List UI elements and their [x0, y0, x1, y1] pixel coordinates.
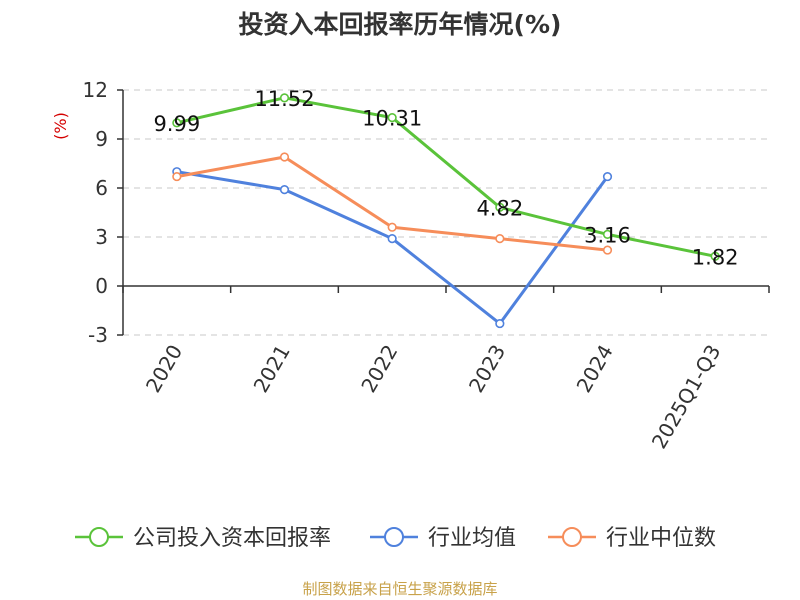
y-axis-unit: (%) — [51, 112, 70, 140]
y-tick-label: 9 — [95, 127, 108, 151]
legend-marker — [562, 527, 582, 547]
data-label: 11.52 — [254, 87, 314, 111]
legend-label: 行业均值 — [428, 526, 516, 551]
data-point — [602, 171, 613, 182]
data-point — [279, 185, 290, 195]
data-point — [602, 229, 613, 239]
x-tick-label: 2022 — [356, 341, 402, 397]
x-tick-label: 2021 — [249, 341, 295, 397]
x-tick-label: 2024 — [572, 341, 618, 397]
gridlines — [123, 89, 769, 336]
y-tick-label: -3 — [88, 323, 108, 347]
data-point — [279, 93, 290, 103]
data-point — [172, 118, 182, 128]
legend-marker — [89, 527, 109, 547]
y-tick-label: 3 — [95, 225, 108, 249]
data-label: 10.31 — [362, 107, 422, 131]
data-point — [279, 152, 290, 162]
legend-label: 公司投入资本回报率 — [133, 526, 331, 551]
series-line — [175, 96, 717, 258]
series-line — [175, 170, 609, 326]
data-label: 3.16 — [584, 223, 631, 247]
chart-title: 投资入本回报率历年情况(%) — [239, 10, 562, 39]
data-point — [495, 318, 505, 329]
data-label: 1.82 — [692, 245, 739, 269]
y-tick-label: 0 — [95, 274, 108, 298]
x-tick-label: 2020 — [141, 341, 187, 397]
x-tick-label: 2025Q1-Q3 — [647, 341, 726, 453]
legend-label: 行业中位数 — [606, 526, 716, 551]
data-point — [387, 234, 397, 244]
x-tick-label: 2023 — [464, 341, 510, 397]
legend: 公司投入资本回报率 行业均值 行业中位数 — [75, 526, 716, 551]
y-tick-label: 6 — [95, 176, 108, 200]
data-point — [172, 171, 182, 182]
data-point — [387, 113, 397, 123]
data-label: 9.99 — [153, 112, 200, 136]
data-point — [602, 245, 613, 255]
data-point — [710, 251, 720, 261]
series-lines — [172, 93, 720, 329]
y-tick-label: 12 — [83, 78, 108, 102]
source-note: 制图数据来自恒生聚源数据库 — [302, 580, 497, 598]
legend-marker — [384, 527, 404, 547]
data-point — [495, 234, 505, 244]
data-label: 4.82 — [476, 196, 523, 220]
data-labels: 9.99 11.52 10.31 4.82 3.16 1.82 — [153, 87, 738, 269]
data-point — [387, 222, 397, 232]
data-point — [495, 202, 505, 212]
